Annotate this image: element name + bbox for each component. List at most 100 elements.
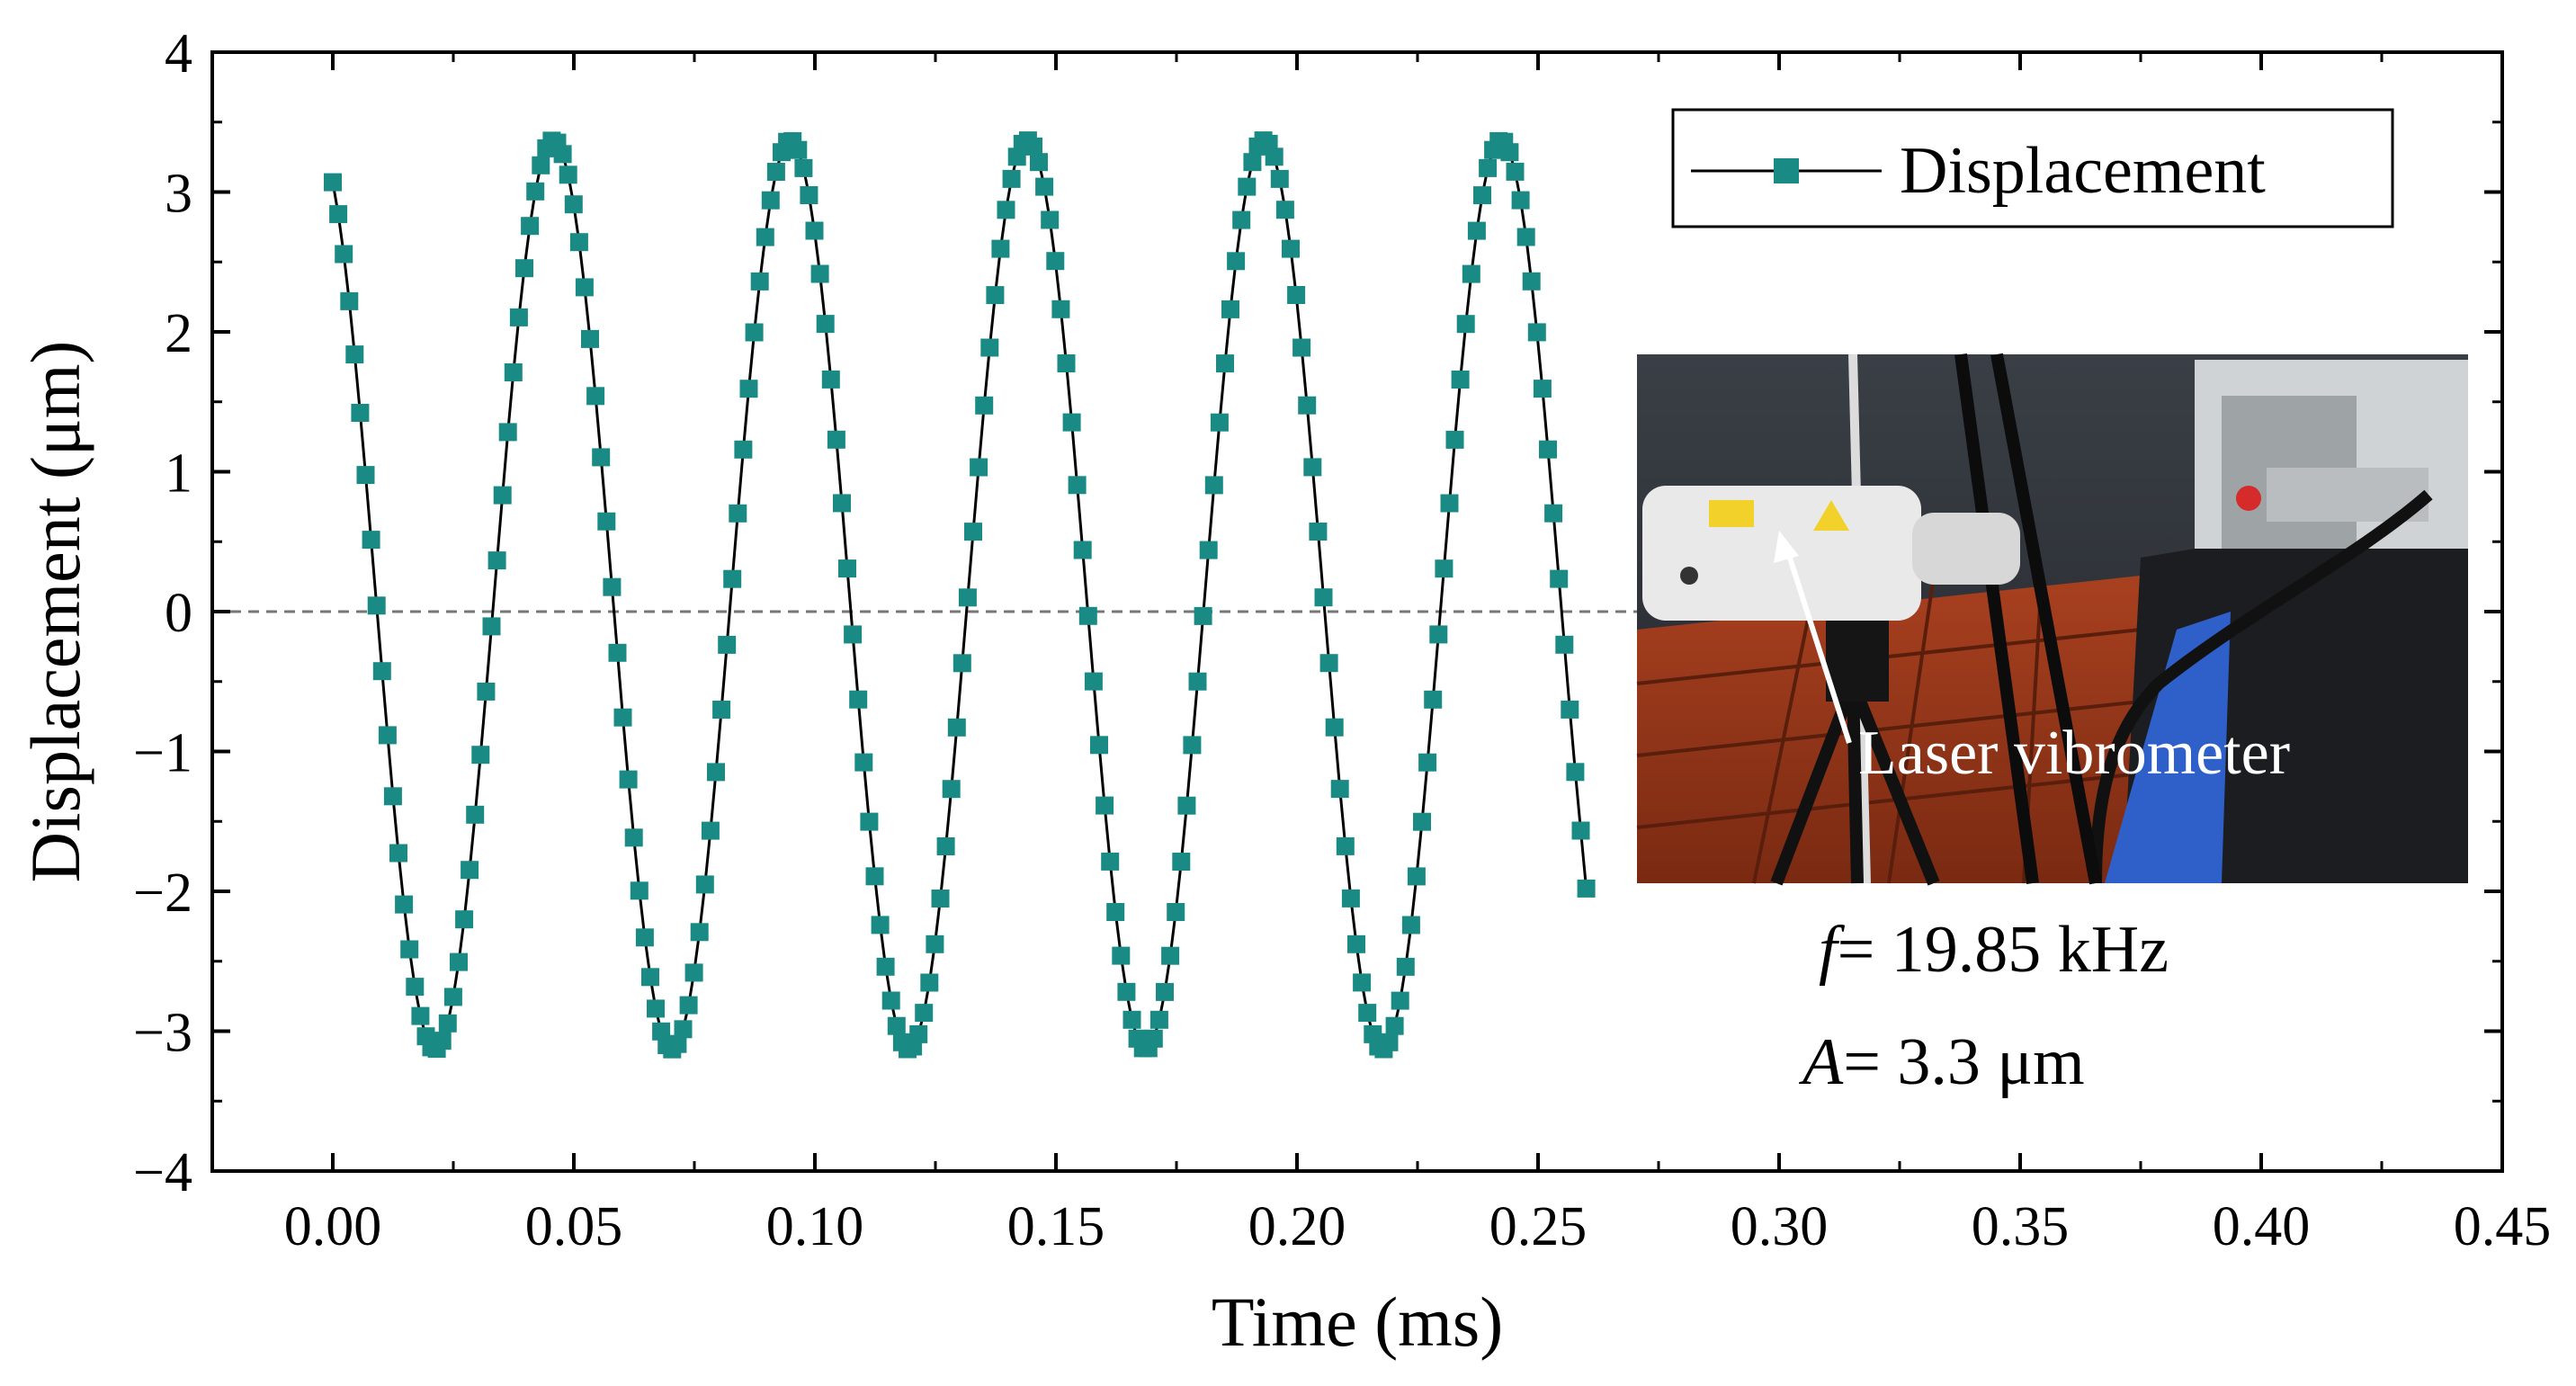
data-point	[351, 404, 370, 422]
data-point	[1078, 606, 1097, 625]
data-point	[1068, 476, 1087, 495]
data-point	[569, 233, 588, 252]
data-point	[1177, 796, 1196, 815]
data-point	[1391, 991, 1409, 1010]
data-point	[1292, 338, 1311, 357]
data-point	[794, 158, 813, 177]
data-point	[729, 504, 747, 523]
legend-entry-displacement: Displacement	[1900, 134, 2266, 208]
inset-photo-label: Laser vibrometer	[1858, 719, 2290, 788]
y-tick-label: −2	[133, 863, 192, 924]
data-point	[947, 718, 966, 737]
data-point	[1385, 1016, 1404, 1035]
data-point	[871, 916, 890, 934]
data-point	[958, 588, 977, 607]
data-point	[887, 1016, 906, 1035]
axis-ticks: 0.00 0.05 0.10 0.15 0.20 0.25 0.30 0.35 0.40 0.45…	[133, 23, 2551, 1257]
data-point	[1533, 380, 1552, 398]
data-point	[1221, 300, 1239, 318]
data-point	[876, 957, 895, 976]
data-point	[750, 272, 769, 291]
data-point	[575, 278, 594, 297]
data-point	[1407, 867, 1426, 886]
data-point	[581, 329, 599, 348]
data-point	[619, 770, 638, 789]
data-point	[592, 448, 611, 467]
data-point	[1282, 239, 1300, 258]
data-point	[624, 828, 643, 847]
data-point	[1275, 201, 1294, 219]
data-point	[1319, 654, 1338, 673]
data-point	[942, 780, 961, 799]
data-point	[810, 264, 829, 283]
y-tick-label: 2	[165, 303, 192, 364]
data-point	[1101, 852, 1120, 871]
amplitude-annotation: A= 3.3 μm	[1798, 1025, 2085, 1099]
data-point	[608, 643, 627, 662]
amplitude-symbol: A	[1798, 1025, 1844, 1099]
data-point	[564, 195, 583, 214]
data-point	[980, 338, 999, 357]
data-point	[1194, 606, 1212, 625]
data-point	[471, 746, 490, 765]
data-point	[1358, 1004, 1377, 1023]
data-point	[789, 140, 808, 159]
data-point	[739, 380, 758, 398]
data-point	[1238, 177, 1257, 196]
data-point	[362, 531, 380, 550]
data-point	[1117, 982, 1136, 1001]
data-point	[329, 205, 348, 224]
data-point	[1353, 973, 1372, 992]
data-point	[1429, 625, 1448, 644]
frequency-value: = 19.85 kHz	[1838, 913, 2169, 987]
data-point	[1445, 430, 1464, 449]
data-point	[707, 763, 725, 782]
data-point	[1243, 153, 1262, 172]
data-point	[1479, 158, 1498, 177]
data-point	[455, 910, 474, 929]
data-point	[838, 559, 856, 578]
data-point	[745, 323, 764, 342]
data-point	[1204, 476, 1223, 495]
data-point	[559, 165, 577, 184]
data-point	[509, 308, 528, 326]
x-tick-label: 0.40	[2213, 1196, 2311, 1257]
data-point	[652, 1022, 671, 1041]
data-point	[1227, 252, 1246, 271]
x-tick-label: 0.45	[2454, 1196, 2552, 1257]
data-point	[909, 1024, 928, 1043]
y-tick-label: 0	[165, 583, 192, 644]
x-tick-label: 0.35	[1972, 1196, 2070, 1257]
data-point	[1467, 221, 1486, 240]
x-tick-label: 0.25	[1489, 1196, 1588, 1257]
y-tick-label: −1	[133, 723, 192, 784]
data-point	[603, 577, 622, 596]
data-point	[1550, 569, 1569, 588]
data-point	[1325, 718, 1344, 737]
data-point	[701, 821, 720, 840]
data-point	[356, 466, 375, 485]
data-point	[482, 617, 501, 636]
data-point	[975, 396, 994, 415]
data-point	[756, 228, 774, 246]
data-point	[854, 753, 873, 772]
data-point	[1516, 228, 1535, 246]
data-point	[1522, 272, 1541, 291]
data-point	[1451, 371, 1470, 389]
data-point	[1418, 753, 1437, 772]
data-point	[1046, 252, 1065, 271]
data-point	[1172, 853, 1191, 871]
data-point	[668, 1034, 687, 1053]
data-point	[1298, 396, 1317, 415]
data-point	[1106, 903, 1125, 921]
data-point	[1002, 169, 1021, 188]
data-point	[613, 708, 632, 727]
data-point	[1396, 957, 1415, 976]
data-point	[1303, 458, 1322, 477]
data-point	[411, 1006, 430, 1025]
data-point	[378, 726, 397, 745]
data-point	[1024, 137, 1042, 156]
data-point	[372, 662, 391, 681]
data-point	[466, 805, 485, 824]
